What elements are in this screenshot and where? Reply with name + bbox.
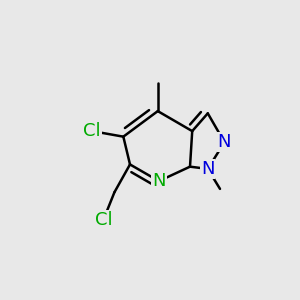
Text: N: N <box>218 133 231 151</box>
Text: Cl: Cl <box>94 211 112 229</box>
Text: Cl: Cl <box>83 122 101 140</box>
Text: N: N <box>201 160 214 178</box>
Text: N: N <box>152 172 166 190</box>
